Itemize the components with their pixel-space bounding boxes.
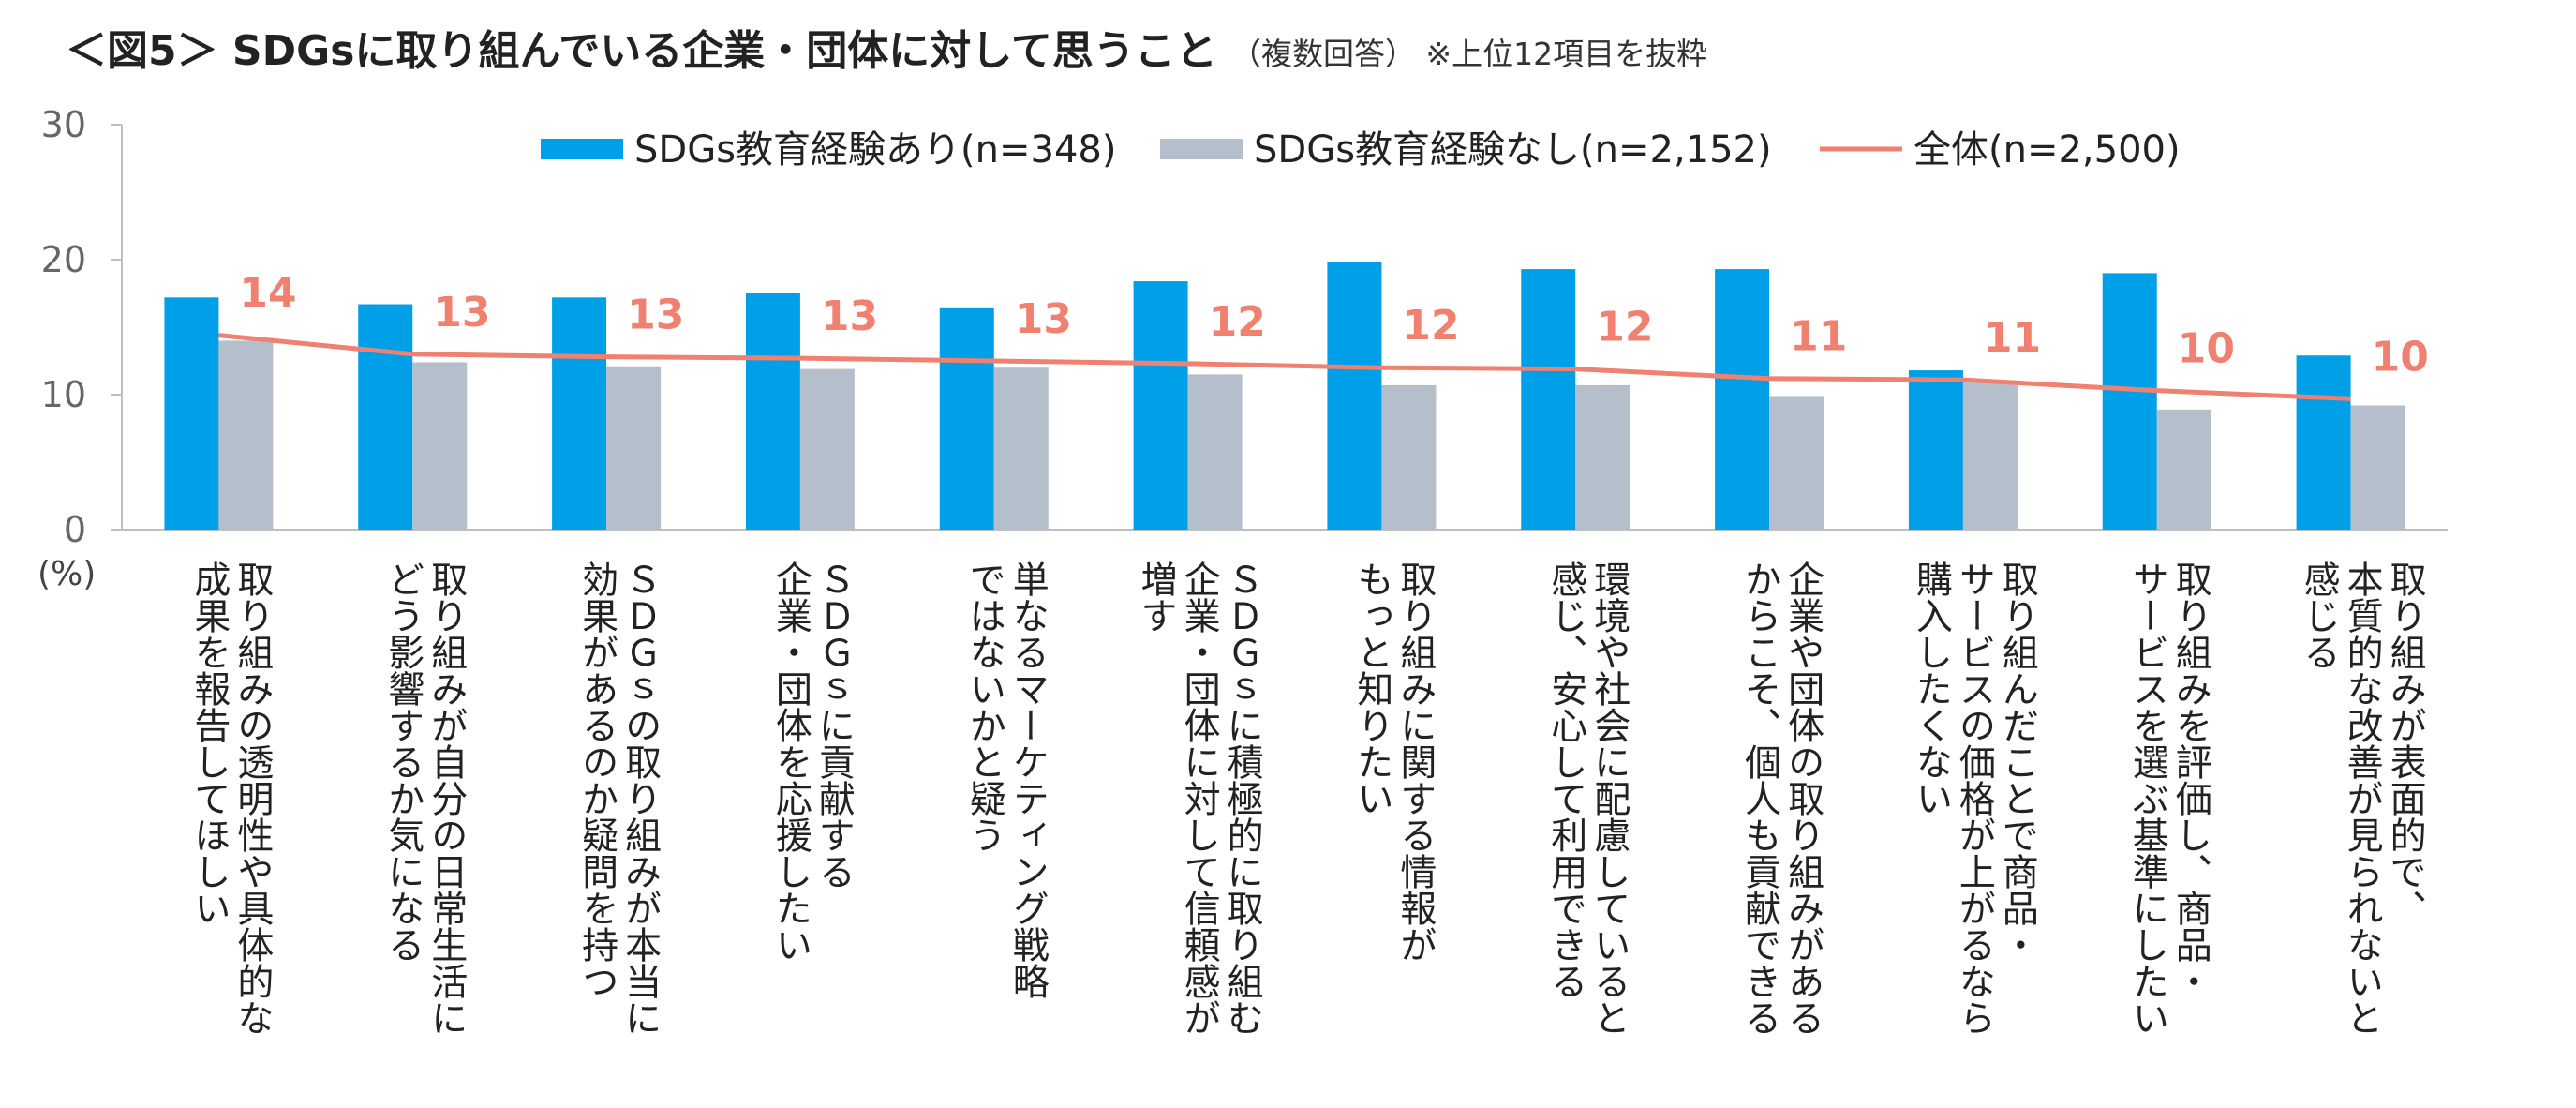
category-label-line: 成果を報告してほしい [188, 561, 231, 926]
total-data-label: 13 [627, 292, 684, 339]
bar-without-edu [1575, 384, 1630, 530]
category-label-line: 取り組みが表面的で、 [2384, 561, 2426, 926]
category-label-line: 企業・団体を応援したい [769, 561, 812, 963]
bar-without-edu [1962, 382, 2018, 530]
category-label-line: ではないかと疑う [963, 561, 1005, 853]
legend-label: SDGs教育経験なし(n=2,152) [1254, 128, 1772, 172]
bar-without-edu [1187, 374, 1243, 530]
bar-without-edu [1381, 384, 1437, 530]
total-line [218, 333, 2351, 401]
category-label-line: ＳＤＧｓに貢献する [812, 561, 855, 890]
category-label-line: 効果があるのか疑問を持つ [576, 561, 618, 999]
title-block: ＜図5＞ SDGsに取り組んでいる企業・団体に対して思うこと （複数回答） ※上位… [66, 17, 1707, 77]
category-label-line: サービスを選ぶ基準にしたい [2126, 561, 2168, 1036]
bar-with-edu [1133, 281, 1188, 530]
bar-with-edu [358, 304, 413, 530]
legend-label: 全体(n=2,500) [1913, 128, 2181, 172]
total-data-label: 10 [2178, 325, 2235, 373]
category-label-line: 取り組みに関する情報が [1394, 561, 1437, 963]
category-label-line: 感じ、安心して利用できる [1545, 561, 1587, 999]
legend-swatch [1160, 139, 1243, 159]
category-label-line: どう影響するか気になる [382, 561, 424, 963]
bar-with-edu [939, 307, 994, 530]
total-data-label: 12 [1596, 304, 1653, 352]
legend-total: 全体(n=2,500) [1820, 128, 2181, 172]
bar-with-edu [1521, 269, 1576, 530]
category-label-line: 感じる [2298, 561, 2340, 670]
category-label-line: 取り組みの透明性や具体的な [231, 561, 274, 1036]
legend: SDGs教育経験あり(n=348) SDGs教育経験なし(n=2,152) 全体(n… [541, 128, 2181, 172]
legend-with-edu: SDGs教育経験あり(n=348) [541, 128, 1116, 172]
category-label-line: 企業・団体に対して信頼感が [1178, 561, 1220, 1036]
category-label-line: 取り組みを評価し、商品・ [2169, 561, 2212, 999]
total-data-label: 13 [821, 292, 878, 340]
category-label-line: 企業や団体の取り組みがある [1782, 561, 1824, 1036]
bar-without-edu [606, 366, 662, 530]
category-label-line: ＳＤＧｓの取り組みが本当に [619, 561, 662, 1036]
category-label-line: 環境や社会に配慮していると [1588, 561, 1630, 1036]
total-data-label: 14 [239, 270, 296, 318]
bar-without-edu [2156, 409, 2211, 530]
legend-without-edu: SDGs教育経験なし(n=2,152) [1160, 128, 1772, 172]
total-series: 14 13 13 13 13 12 12 12 11 11 10 10 [218, 270, 2429, 401]
category-label-line: ＳＤＧｓに積極的に取り組む [1221, 561, 1264, 1036]
category-label-line: からこそ、個人も貢献できる [1739, 561, 1782, 1036]
y-tick-label: 30 [41, 104, 86, 145]
category-label-line: 取り組んだことで商品・ [1996, 561, 2038, 963]
axes: 0 10 20 30 (%) [37, 104, 2448, 593]
total-data-label: 12 [1209, 298, 1266, 346]
total-data-label: 11 [1790, 313, 1847, 361]
bar-without-edu [2350, 405, 2405, 530]
category-label-line: 取り組みが自分の日常生活に [425, 561, 468, 1036]
bars [164, 262, 2405, 530]
y-tick-label: 10 [41, 374, 86, 415]
category-label-line: 単なるマーケティング戦略 [1006, 561, 1049, 999]
chart-subtitle: （複数回答） ※上位12項目を抜粋 [1229, 36, 1708, 72]
y-tick-label: 20 [41, 239, 86, 280]
bar-without-edu [1769, 396, 1824, 530]
bar-with-edu [2102, 273, 2157, 530]
total-data-label: 12 [1402, 302, 1459, 350]
chart-title: ＜図5＞ SDGsに取り組んでいる企業・団体に対して思うこと [66, 27, 1217, 75]
total-data-label: 10 [2372, 333, 2429, 381]
bar-without-edu [412, 362, 468, 530]
bar-with-edu [1715, 269, 1770, 530]
category-label-line: サービスの価格が上がるなら [1953, 561, 1996, 1036]
category-label-line: もっと知りたい [1351, 561, 1393, 816]
bar-without-edu [993, 367, 1049, 530]
bar-with-edu [1908, 370, 1963, 530]
bar-without-edu [218, 340, 274, 530]
category-label: 取り組みを評価し、商品・サービスを選ぶ基準にしたい [2126, 561, 2212, 1036]
bar-with-edu [552, 297, 607, 530]
category-label-line: 本質的な改善が見られないと [2341, 561, 2383, 1036]
bar-with-edu [745, 293, 800, 530]
total-data-label: 13 [433, 289, 490, 337]
bar-with-edu [2296, 355, 2351, 530]
category-label-line: 購入したくない [1910, 561, 1952, 816]
category-label-line: 増す [1135, 561, 1177, 634]
legend-swatch [541, 139, 623, 159]
y-tick-label: 0 [64, 509, 86, 550]
legend-label: SDGs教育経験あり(n=348) [634, 128, 1116, 172]
total-data-label: 13 [1015, 295, 1072, 343]
y-axis-unit: (%) [37, 555, 96, 593]
total-data-label: 11 [1984, 314, 2041, 362]
bar-with-edu [1327, 262, 1382, 530]
bar-without-edu [799, 368, 855, 530]
bar-with-edu [164, 297, 219, 530]
